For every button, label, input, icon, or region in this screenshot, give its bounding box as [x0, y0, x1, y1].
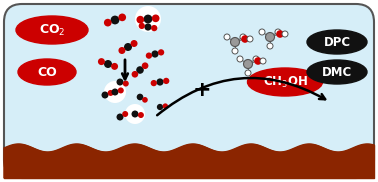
- Circle shape: [158, 49, 164, 56]
- Polygon shape: [4, 144, 374, 178]
- Circle shape: [111, 63, 118, 70]
- Circle shape: [157, 104, 163, 110]
- Circle shape: [231, 37, 240, 46]
- Circle shape: [144, 15, 152, 23]
- FancyBboxPatch shape: [4, 4, 374, 178]
- Text: CO$_2$: CO$_2$: [39, 22, 65, 37]
- Ellipse shape: [307, 30, 367, 54]
- Circle shape: [240, 34, 246, 40]
- Circle shape: [247, 36, 253, 42]
- Circle shape: [144, 23, 152, 31]
- Circle shape: [254, 57, 262, 65]
- Circle shape: [253, 56, 259, 62]
- Ellipse shape: [248, 68, 322, 96]
- Circle shape: [224, 34, 230, 40]
- Circle shape: [132, 71, 138, 78]
- Circle shape: [116, 78, 124, 86]
- Circle shape: [132, 110, 138, 118]
- Circle shape: [142, 62, 149, 69]
- Circle shape: [152, 15, 160, 22]
- Circle shape: [118, 87, 124, 93]
- Circle shape: [241, 35, 249, 43]
- Text: DMC: DMC: [322, 66, 352, 78]
- Circle shape: [104, 81, 126, 103]
- Circle shape: [156, 78, 164, 86]
- Circle shape: [137, 94, 143, 100]
- Circle shape: [260, 58, 266, 64]
- Text: +: +: [193, 80, 211, 100]
- Circle shape: [265, 33, 274, 41]
- Circle shape: [98, 58, 105, 65]
- Circle shape: [282, 31, 288, 37]
- Circle shape: [108, 90, 114, 96]
- Circle shape: [138, 112, 144, 118]
- Circle shape: [136, 66, 144, 74]
- Circle shape: [146, 52, 152, 59]
- Circle shape: [125, 104, 145, 124]
- Circle shape: [152, 50, 159, 58]
- Circle shape: [122, 111, 128, 117]
- Circle shape: [151, 80, 157, 86]
- Circle shape: [135, 6, 161, 32]
- Circle shape: [259, 29, 265, 35]
- Circle shape: [267, 43, 273, 49]
- Ellipse shape: [307, 60, 367, 84]
- Ellipse shape: [18, 59, 76, 85]
- Circle shape: [136, 16, 144, 23]
- Circle shape: [102, 92, 108, 98]
- Circle shape: [139, 23, 145, 29]
- Circle shape: [123, 81, 129, 87]
- Circle shape: [104, 19, 112, 27]
- Text: CH$_3$OH: CH$_3$OH: [263, 74, 307, 90]
- Circle shape: [237, 56, 243, 62]
- Circle shape: [142, 97, 148, 103]
- Circle shape: [118, 47, 125, 54]
- Circle shape: [243, 60, 253, 68]
- Ellipse shape: [16, 16, 88, 44]
- Circle shape: [104, 60, 112, 68]
- Circle shape: [111, 16, 119, 24]
- Text: DPC: DPC: [324, 35, 350, 48]
- Circle shape: [130, 40, 138, 47]
- Circle shape: [276, 30, 284, 38]
- Circle shape: [151, 25, 157, 31]
- Circle shape: [275, 29, 281, 35]
- Circle shape: [245, 70, 251, 76]
- Circle shape: [124, 43, 132, 51]
- Circle shape: [163, 78, 169, 84]
- Circle shape: [112, 88, 118, 96]
- Text: CO: CO: [37, 66, 57, 78]
- Circle shape: [163, 103, 168, 109]
- Circle shape: [118, 13, 126, 21]
- Circle shape: [232, 48, 238, 54]
- Circle shape: [116, 114, 124, 120]
